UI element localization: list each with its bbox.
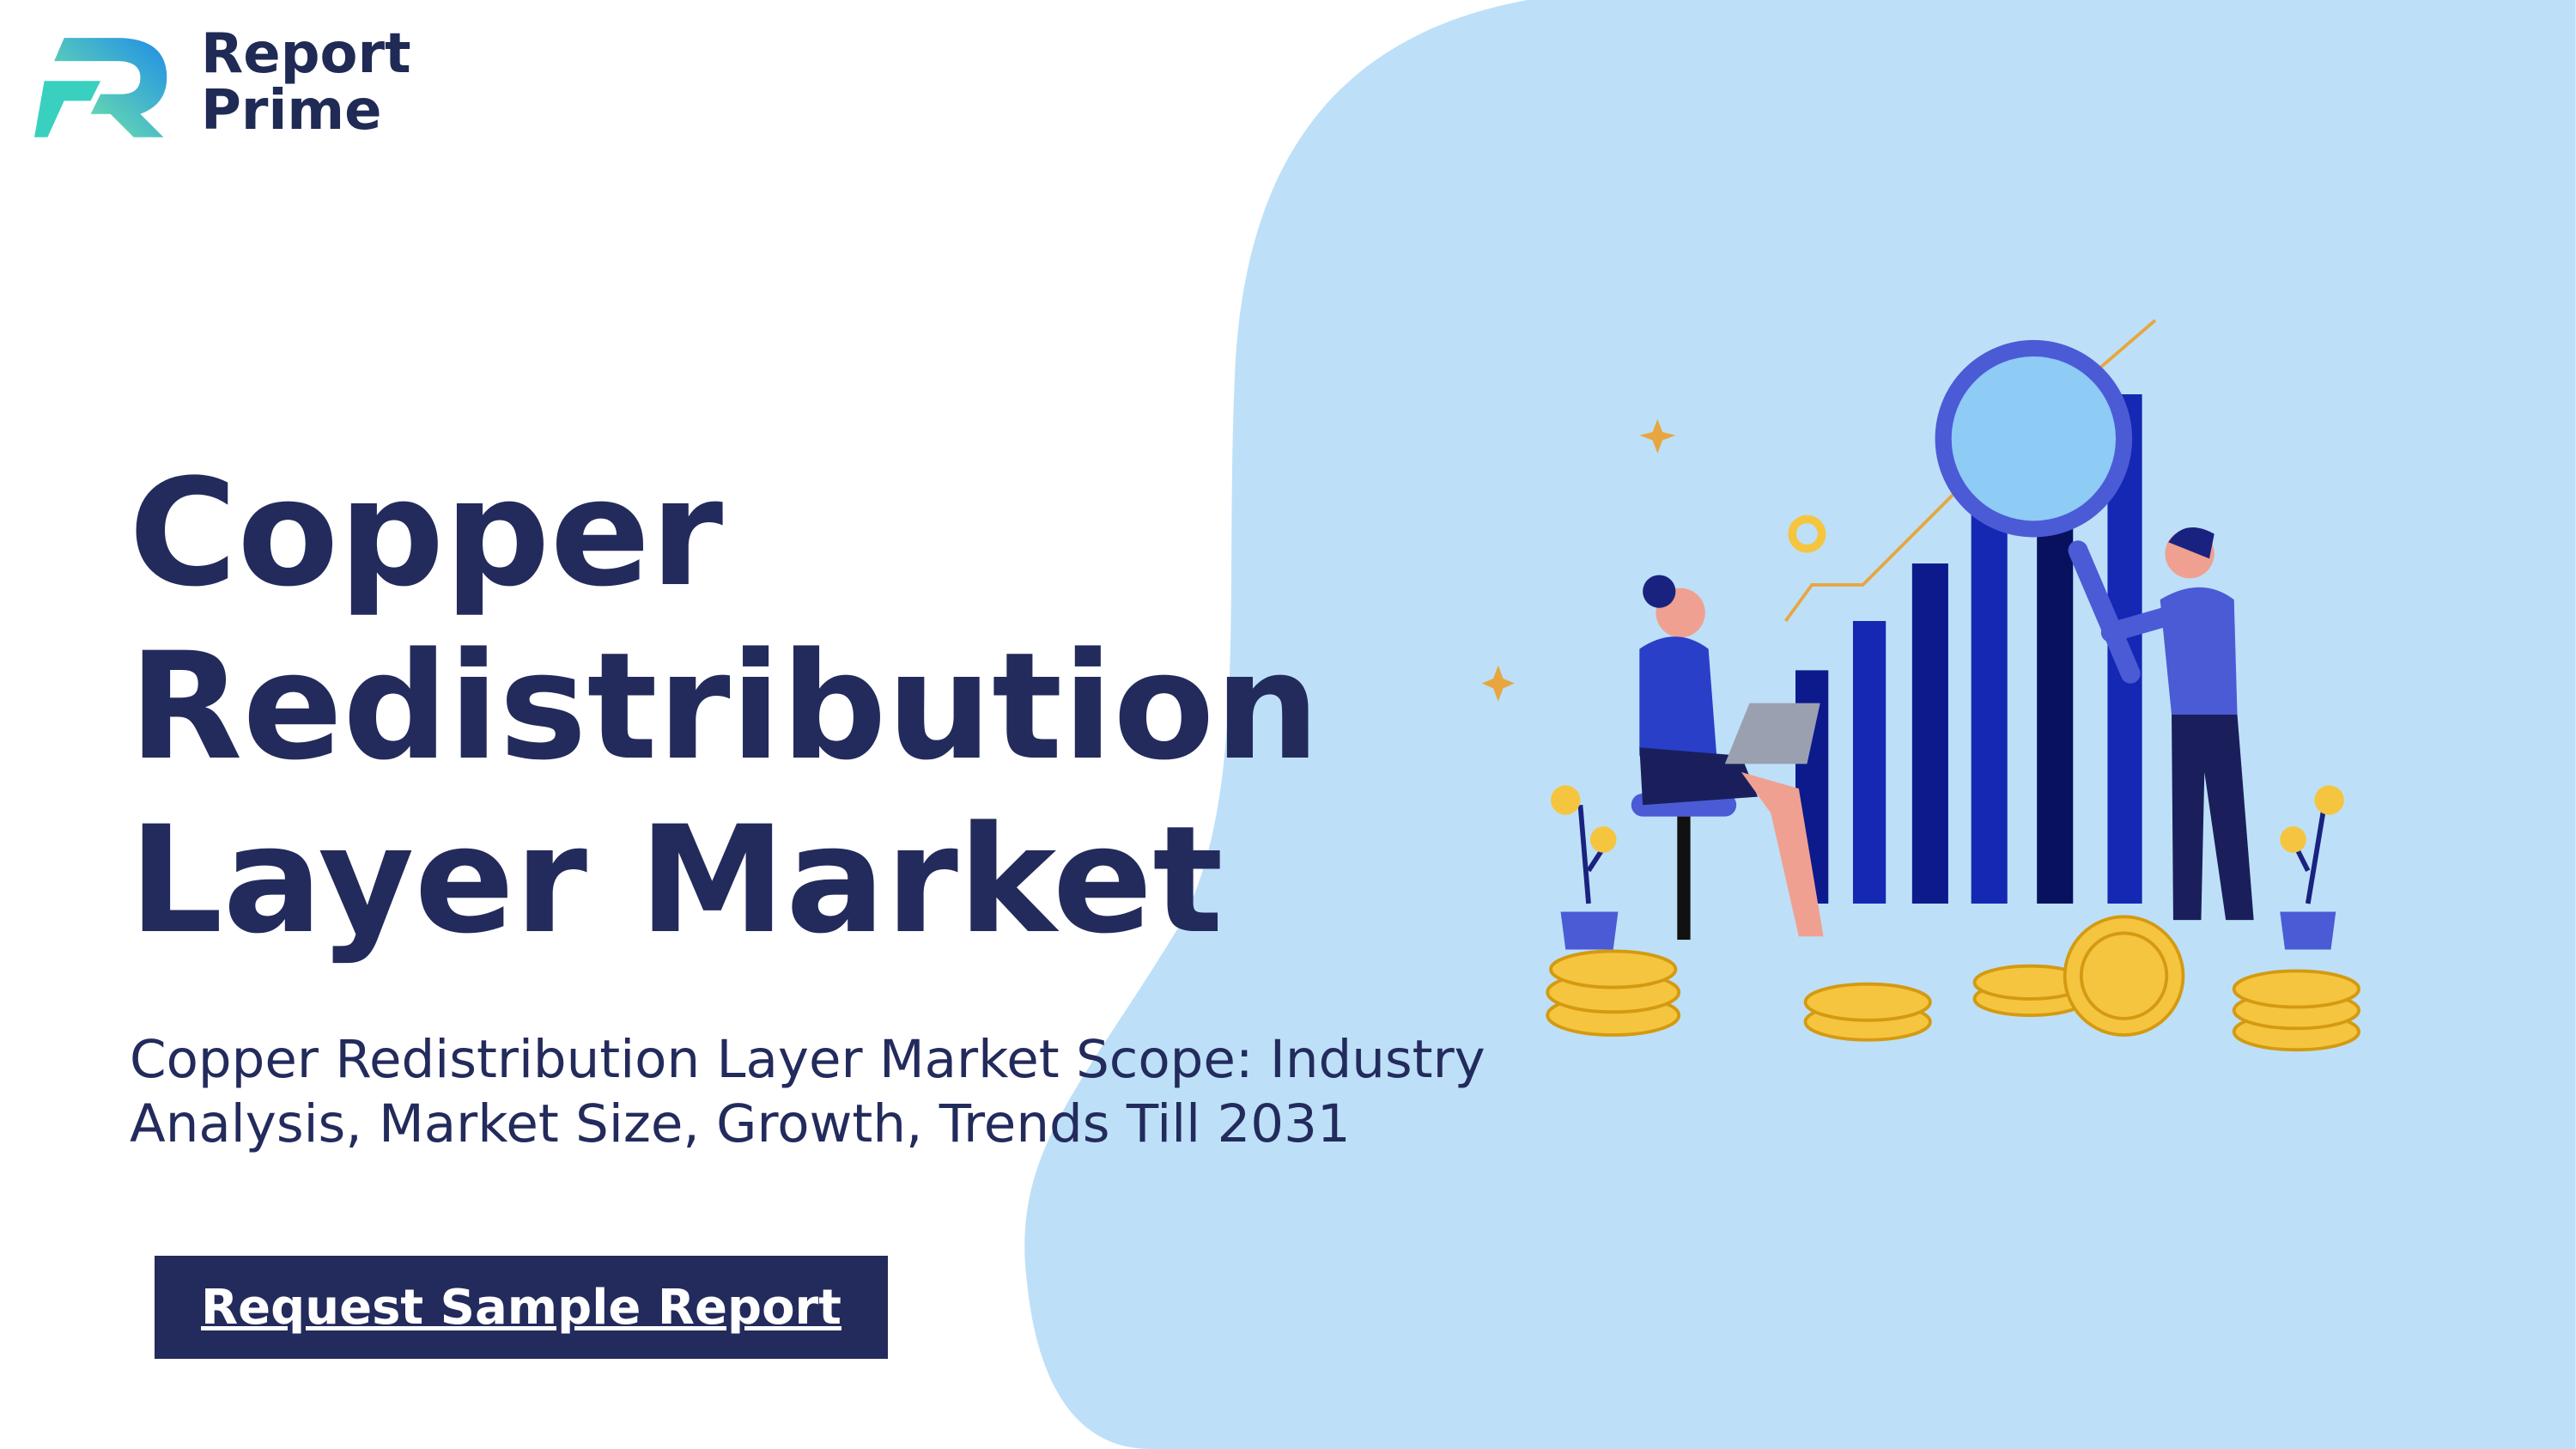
man <box>2100 527 2254 921</box>
bar-graphic <box>1795 394 2142 904</box>
woman <box>1631 575 1824 941</box>
plants <box>1551 785 2344 950</box>
coins <box>1546 915 2360 1052</box>
sparkles <box>1481 418 1826 702</box>
logo-line: Prime <box>201 79 382 143</box>
logo-text: Report Prime <box>201 26 411 139</box>
logo-line: Report <box>201 22 411 86</box>
request-sample-button[interactable]: Request Sample Report <box>155 1256 888 1359</box>
subtitle: Copper Redistribution Layer Market Scope… <box>130 1029 1485 1154</box>
magnifier <box>1935 339 2141 684</box>
logo-icon <box>34 38 167 137</box>
page-title: Copper Redistribution Layer Market <box>129 447 1320 966</box>
